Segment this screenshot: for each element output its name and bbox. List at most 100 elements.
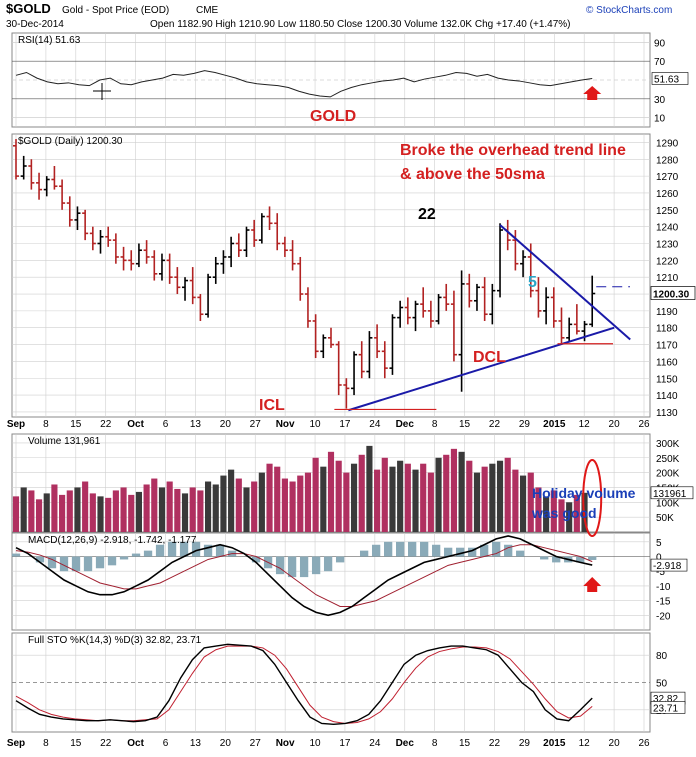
price-title: $GOLD (Daily) 1200.30: [18, 136, 123, 147]
price-tick-label: 1250: [656, 206, 679, 217]
macd-histogram-bar: [143, 550, 153, 557]
volume-bar: [350, 463, 358, 532]
volume-bar: [51, 484, 58, 532]
x-tick-label: Dec: [396, 419, 415, 430]
x-tick-label: 15: [70, 419, 82, 430]
volume-bar: [550, 490, 557, 532]
icl-label: ICL: [259, 397, 285, 414]
macd-signal-line: [15, 544, 593, 607]
price-tick-label: 1210: [656, 273, 679, 284]
price-tick-label: 1280: [656, 155, 679, 166]
macd-histogram-bar: [251, 556, 261, 563]
macd-histogram-bar: [95, 556, 105, 569]
exchange-label: CME: [196, 5, 219, 16]
macd-histogram-bar: [408, 541, 417, 557]
volume-bar: [35, 499, 43, 532]
volume-bar: [481, 466, 488, 532]
volume-bar: [189, 487, 196, 532]
rsi-tick-label: 10: [654, 114, 666, 125]
x-tick-label: 8: [432, 419, 438, 430]
macd-histogram-bar: [335, 556, 345, 563]
macd-histogram-bar: [456, 547, 465, 557]
macd-histogram-bar: [83, 556, 93, 572]
price-tick-label: 1130: [656, 408, 678, 419]
volume-bar: [389, 466, 396, 532]
price-tick-label: 1220: [656, 256, 679, 267]
holiday-volume-ellipse: [582, 459, 603, 537]
panel-frame-price: [11, 133, 651, 418]
x-tick-label: 26: [638, 738, 650, 749]
macd-histogram-bar: [420, 541, 429, 557]
price-tick-label: 1180: [656, 324, 678, 335]
volume-bar: [535, 487, 542, 532]
x-tick-label: 27: [250, 738, 262, 749]
x-tick-label: Dec: [396, 738, 415, 749]
macd-histogram-bar: [107, 556, 117, 566]
sto-d-line: [15, 645, 593, 724]
rising-trend-line: [348, 326, 615, 412]
macd-histogram-bar: [71, 556, 81, 572]
volume-bar: [212, 484, 219, 532]
macd-histogram-bar: [131, 553, 141, 557]
price-last-value-box: [650, 286, 696, 300]
rsi-up-arrow: [583, 86, 602, 100]
macd-histogram-bar: [155, 544, 165, 557]
x-tick-label: 2015: [543, 419, 566, 430]
macd-histogram-bar: [179, 541, 189, 557]
volume-bar: [43, 493, 50, 532]
macd-histogram-bar: [588, 556, 597, 560]
rsi-tick-label: 90: [654, 38, 666, 49]
chart-marks: [11, 70, 631, 726]
macd-tick-label: 5: [656, 538, 662, 549]
volume-bar: [512, 469, 519, 532]
volume-bar: [381, 457, 388, 532]
sto-tick-label: 50: [656, 679, 668, 690]
volume-bar: [473, 472, 481, 532]
volume-bar: [243, 487, 250, 532]
price-tick-label: 1240: [656, 223, 679, 234]
sto-d-value-box: [650, 701, 686, 714]
macd-histogram-bar: [504, 544, 513, 557]
x-tick-label: 22: [489, 738, 501, 749]
x-tick-label: Oct: [127, 419, 144, 430]
macd-tick-label: -10: [656, 582, 671, 593]
rsi-last-value-box: [651, 72, 689, 85]
x-tick-label: 6: [163, 419, 169, 430]
price-tick-label: 1290: [656, 138, 679, 149]
volume-bar: [66, 490, 73, 532]
macd-histogram-bar: [480, 544, 489, 557]
macd-histogram-bar: [287, 556, 297, 578]
x-tick-label: 10: [309, 419, 321, 430]
macd-tick-label: -15: [656, 597, 671, 608]
macd-title: MACD(12,26,9) -2.918, -1.742, -1.177: [28, 535, 197, 546]
x-tick-label: 20: [220, 419, 232, 430]
volume-bar: [435, 457, 442, 532]
x-tick-label: 8: [43, 738, 49, 749]
x-tick-label: 8: [43, 419, 49, 430]
volume-bar: [197, 490, 204, 532]
volume-bar: [543, 496, 550, 532]
macd-histogram-bar: [191, 541, 201, 557]
x-tick-label: 17: [339, 419, 351, 430]
volume-last-value: 131961: [653, 489, 687, 500]
volume-bar: [320, 466, 327, 532]
x-tick-label: 8: [432, 738, 438, 749]
ohlc-summary: Open 1182.90 High 1210.90 Low 1180.50 Cl…: [150, 19, 571, 30]
volume-bar: [504, 457, 511, 532]
volume-bar: [181, 493, 189, 532]
volume-tick-label: 300K: [656, 439, 680, 450]
x-tick-label: 13: [190, 738, 202, 749]
x-tick-label: 13: [190, 419, 202, 430]
price-tick-label: 1140: [656, 391, 678, 402]
volume-bar: [458, 451, 465, 532]
macd-histogram-bar: [444, 547, 453, 557]
macd-last-value: -2.918: [653, 561, 682, 572]
x-tick-label: 6: [163, 738, 169, 749]
volume-bar: [527, 472, 534, 532]
volume-annotation-line2: was good: [531, 505, 597, 521]
x-tick-label: 27: [250, 419, 262, 430]
volume-bar: [20, 487, 27, 532]
volume-bar: [59, 494, 66, 532]
volume-bar: [135, 491, 142, 532]
x-tick-label: 10: [309, 738, 321, 749]
